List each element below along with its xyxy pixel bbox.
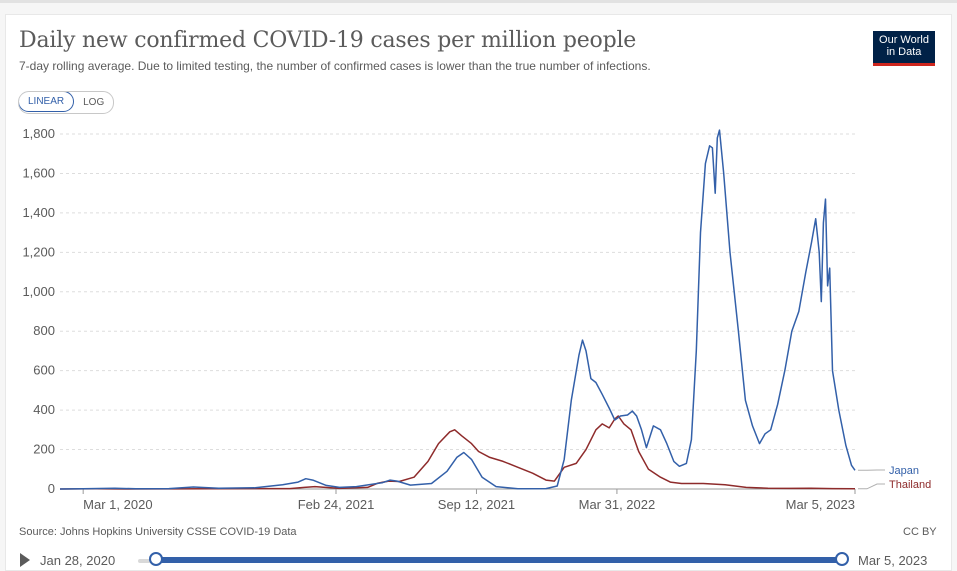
logo-line-1: Our World — [879, 34, 929, 46]
timeline-range-fill[interactable] — [156, 557, 842, 563]
series-line-thailand — [59, 415, 856, 490]
y-tick-label: 1,400 — [22, 205, 55, 220]
y-tick-label: 1,800 — [22, 126, 55, 141]
y-tick-label: 200 — [33, 442, 55, 457]
logo-line-2: in Data — [886, 46, 922, 58]
y-tick-label: 600 — [33, 363, 55, 378]
x-tick-label: Feb 24, 2021 — [298, 497, 375, 512]
legend-connector-thailand — [858, 483, 885, 490]
owid-logo[interactable]: Our World in Data — [873, 31, 935, 66]
license-link[interactable]: CC BY — [903, 526, 937, 538]
scale-toggle: LINEAR LOG — [18, 91, 115, 114]
play-button[interactable] — [20, 553, 30, 567]
y-tick-label: 0 — [48, 481, 55, 496]
top-divider — [0, 0, 957, 3]
timeline-start-handle[interactable] — [149, 552, 163, 566]
series-line-japan — [59, 129, 856, 490]
x-tick-label: Mar 31, 2022 — [579, 497, 656, 512]
chart-title: Daily new confirmed COVID-19 cases per m… — [19, 28, 637, 53]
y-tick-label: 400 — [33, 402, 55, 417]
timeline-end-handle[interactable] — [835, 552, 849, 566]
x-tick-label: Mar 1, 2020 — [83, 497, 152, 512]
timeline-start-label: Jan 28, 2020 — [40, 553, 116, 568]
y-tick-label: 800 — [33, 323, 55, 338]
linear-scale-button[interactable]: LINEAR — [19, 92, 75, 112]
y-tick-label: 1,000 — [22, 284, 55, 299]
source-note[interactable]: Source: Johns Hopkins University CSSE CO… — [19, 526, 297, 538]
y-tick-label: 1,600 — [22, 165, 55, 180]
chart-card — [5, 14, 952, 571]
chart-subtitle: 7-day rolling average. Due to limited te… — [19, 59, 651, 73]
timeline: Jan 28, 2020 Mar 5, 2023 — [0, 544, 957, 571]
y-tick-label: 1,200 — [22, 244, 55, 259]
log-scale-button[interactable]: LOG — [74, 92, 113, 113]
x-tick-label: Sep 12, 2021 — [438, 497, 515, 512]
timeline-end-label: Mar 5, 2023 — [858, 553, 928, 568]
legend-label-thailand: Thailand — [889, 479, 931, 491]
x-tick-label: Mar 5, 2023 — [786, 497, 855, 512]
legend-label-japan: Japan — [889, 465, 919, 477]
